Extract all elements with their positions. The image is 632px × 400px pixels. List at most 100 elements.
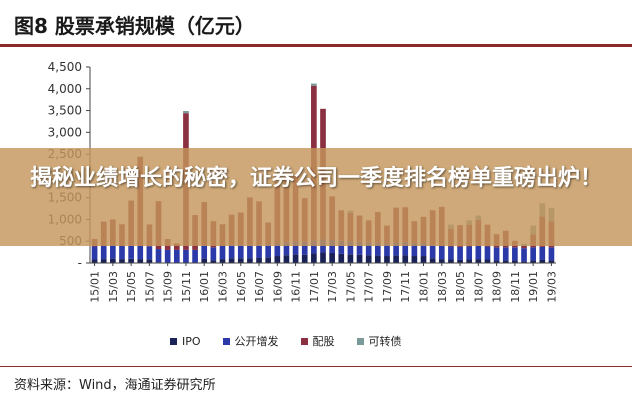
x-tick-label: 16/09 — [271, 271, 284, 303]
x-tick-label: 15/01 — [89, 271, 102, 303]
x-tick-label: 17/07 — [363, 271, 376, 303]
bar-ipo-17-08 — [374, 255, 381, 263]
bar-ipo-18-07 — [475, 259, 482, 263]
x-tick-label: 16/11 — [290, 271, 303, 303]
bar-ipo-18-11 — [512, 260, 518, 263]
x-tick-label: 15/11 — [180, 271, 193, 303]
bar-follow_on-15-05 — [128, 245, 134, 259]
x-tick-label: 19/01 — [527, 271, 540, 303]
source-rule — [0, 366, 632, 367]
bar-ipo-17-10 — [393, 255, 399, 263]
bar-ipo-18-05 — [457, 259, 463, 263]
bar-convertible-15-11 — [183, 110, 189, 114]
legend-label: 公开增发 — [234, 335, 279, 348]
x-tick-label: 17/03 — [326, 271, 339, 303]
bar-ipo-17-02 — [320, 252, 326, 263]
figure-title: 图8 股票承销规模（亿元） — [14, 14, 255, 38]
bar-follow_on-18-12 — [521, 248, 527, 262]
bar-follow_on-17-06 — [356, 241, 363, 255]
bar-follow_on-18-08 — [484, 246, 491, 260]
bar-ipo-16-11 — [292, 254, 299, 263]
bar-follow_on-18-04 — [448, 246, 454, 260]
legend-swatch — [222, 337, 230, 345]
bar-follow_on-17-03 — [329, 239, 335, 253]
bar-follow_on-19-02 — [539, 246, 546, 260]
bar-ipo-18-06 — [466, 259, 473, 263]
bar-follow_on-17-09 — [384, 242, 390, 257]
legend-label: 配股 — [312, 335, 335, 348]
bar-follow_on-15-03 — [110, 245, 116, 259]
y-tick-label: - — [78, 256, 82, 270]
x-tick-label: 18/05 — [454, 271, 467, 303]
bar-follow_on-16-05 — [237, 245, 244, 259]
bar-ipo-16-02 — [210, 260, 217, 263]
bar-ipo-16-06 — [247, 258, 253, 263]
x-tick-label: 16/01 — [198, 271, 211, 303]
bar-follow_on-16-04 — [228, 245, 235, 259]
bar-ipo-16-07 — [256, 257, 262, 263]
bar-ipo-15-07 — [146, 259, 153, 263]
bar-ipo-16-09 — [274, 256, 281, 263]
bar-ipo-18-02 — [429, 258, 436, 263]
bar-follow_on-17-01 — [311, 240, 317, 254]
bar-follow_on-16-02 — [210, 247, 217, 261]
bar-follow_on-15-04 — [119, 246, 125, 260]
bar-ipo-18-03 — [438, 259, 445, 263]
headline-text[interactable]: 揭秘业绩增长的秘密，证券公司一季度排名榜单重磅出炉！ — [30, 166, 603, 191]
bar-ipo-17-07 — [365, 255, 372, 263]
bar-ipo-16-10 — [283, 255, 290, 263]
bar-ipo-17-03 — [329, 252, 335, 263]
bar-ipo-17-11 — [402, 255, 409, 263]
legend-swatch — [300, 337, 308, 345]
legend-item-rights: 配股 — [300, 333, 335, 349]
bar-ipo-16-12 — [301, 254, 308, 263]
bar-follow_on-15-10 — [173, 249, 180, 263]
x-tick-label: 15/07 — [143, 271, 156, 303]
bar-ipo-18-04 — [448, 259, 454, 263]
bar-ipo-18-10 — [502, 260, 509, 263]
x-tick-label: 18/09 — [491, 271, 504, 303]
x-tick-label: 17/11 — [399, 271, 412, 303]
bar-follow_on-15-08 — [155, 249, 162, 263]
x-tick-label: 18/11 — [509, 271, 522, 303]
headline-banner — [0, 148, 632, 246]
x-tick-label: 15/03 — [107, 271, 120, 303]
bar-follow_on-18-07 — [475, 246, 482, 260]
bar-ipo-18-08 — [484, 259, 491, 263]
x-tick-label: 16/05 — [235, 271, 248, 303]
x-tick-label: 19/03 — [545, 271, 558, 303]
bar-follow_on-16-07 — [256, 244, 262, 258]
bar-follow_on-17-10 — [393, 242, 399, 256]
bar-follow_on-16-09 — [274, 242, 281, 257]
bar-ipo-17-05 — [347, 254, 354, 263]
x-tick-label: 17/09 — [381, 271, 394, 303]
bar-follow_on-15-01 — [91, 246, 98, 260]
bar-follow_on-16-08 — [265, 244, 272, 258]
bar-ipo-16-03 — [219, 259, 226, 263]
bar-ipo-18-09 — [493, 260, 500, 263]
bar-follow_on-18-03 — [438, 246, 445, 260]
bar-follow_on-17-11 — [402, 242, 409, 256]
bar-ipo-17-09 — [384, 256, 390, 263]
x-tick-label: 16/03 — [216, 271, 229, 303]
bar-ipo-17-06 — [356, 254, 363, 263]
bar-follow_on-16-10 — [283, 242, 290, 256]
bar-ipo-17-04 — [338, 253, 345, 263]
bar-follow_on-18-02 — [429, 245, 436, 259]
bar-rights-18-12 — [521, 246, 527, 249]
bar-ipo-19-02 — [539, 259, 546, 263]
bar-follow_on-17-02 — [320, 239, 326, 253]
bar-follow_on-16-06 — [247, 245, 253, 259]
x-tick-label: 16/07 — [253, 271, 266, 303]
bar-ipo-15-05 — [128, 258, 134, 263]
bar-convertible-17-01 — [311, 83, 317, 86]
bar-follow_on-17-08 — [374, 242, 381, 256]
bar-follow_on-15-11 — [183, 249, 189, 263]
bar-follow_on-18-09 — [493, 247, 500, 261]
x-axis: 15/01 15/03 15/05 15/07 15/09 15/11 16/01 16/03… — [89, 262, 558, 303]
bar-ipo-15-04 — [119, 259, 125, 263]
bar-ipo-18-01 — [420, 256, 427, 263]
bar-follow_on-15-07 — [146, 246, 153, 260]
bar-follow_on-15-12 — [192, 249, 198, 263]
bar-ipo-19-03 — [548, 260, 555, 263]
